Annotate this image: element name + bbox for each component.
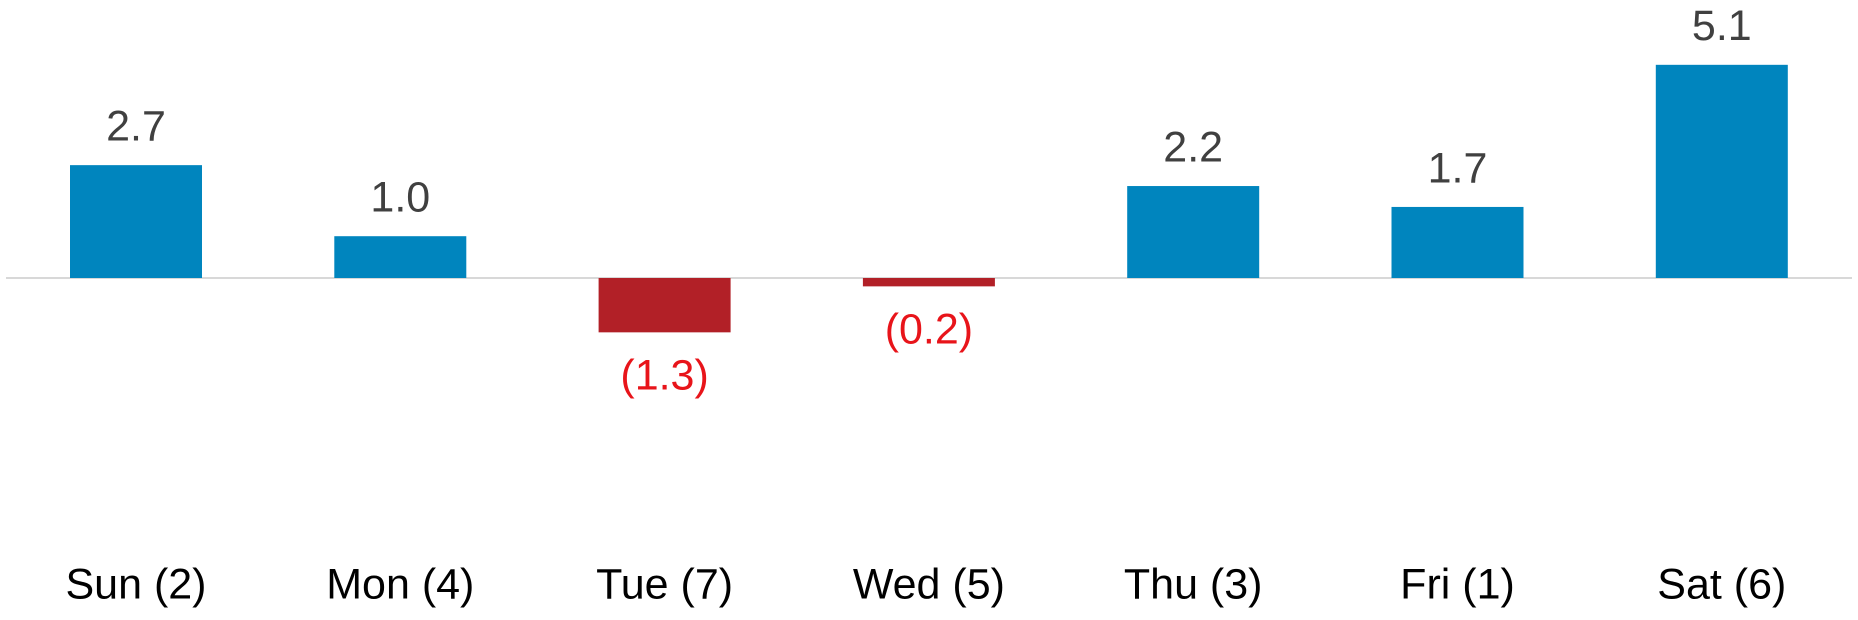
x-tick-label: Thu (3) xyxy=(1124,560,1263,608)
bar xyxy=(1655,64,1788,278)
bar xyxy=(862,278,995,287)
bar xyxy=(70,165,202,278)
bar xyxy=(1391,206,1524,278)
x-tick-label: Sat (6) xyxy=(1657,560,1786,608)
x-tick-label: Mon (4) xyxy=(326,560,474,608)
x-tick-label: Fri (1) xyxy=(1400,560,1515,608)
bar xyxy=(1127,186,1260,278)
value-label: 5.1 xyxy=(1692,2,1752,50)
value-label: 2.2 xyxy=(1163,123,1223,171)
value-label: 1.7 xyxy=(1428,144,1488,192)
value-label: 2.7 xyxy=(106,102,166,150)
x-tick-label: Wed (5) xyxy=(853,560,1005,608)
bar xyxy=(334,236,467,278)
value-label: (1.3) xyxy=(620,352,708,400)
x-tick-label: Sun (2) xyxy=(65,560,206,608)
value-label: (0.2) xyxy=(885,306,973,354)
x-tick-label: Tue (7) xyxy=(596,560,733,608)
value-label: 1.0 xyxy=(370,174,430,222)
bar xyxy=(598,278,731,333)
